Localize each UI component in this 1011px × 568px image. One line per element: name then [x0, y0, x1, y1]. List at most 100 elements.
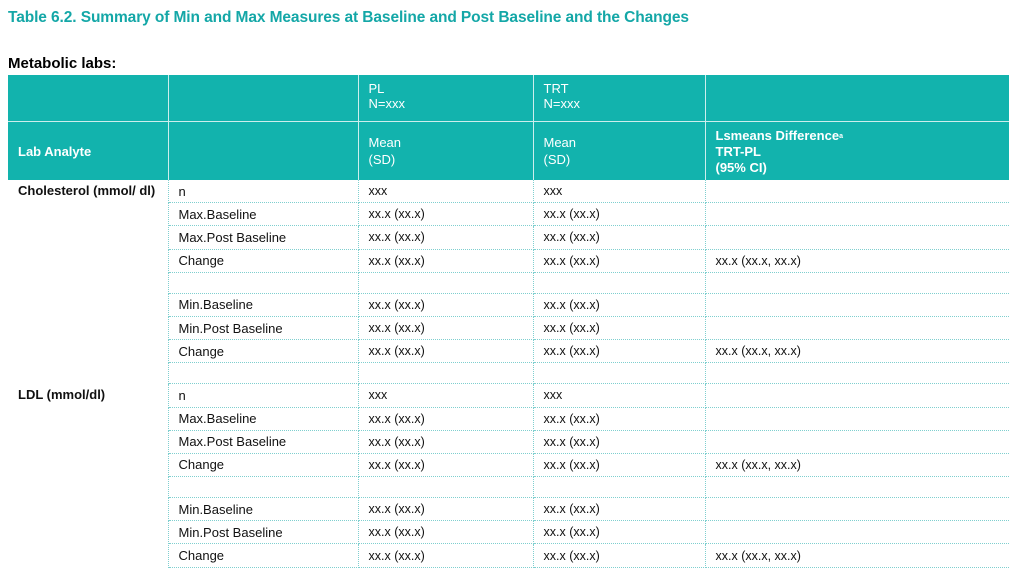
trt-value-cell: xx.x (xx.x) — [533, 202, 706, 227]
measure-label-cell: Max.Baseline — [168, 202, 359, 227]
measure-label-cell: Change — [168, 249, 359, 273]
pl-value-cell: xx.x (xx.x) — [358, 316, 534, 341]
lsmeans-diff-cell — [705, 225, 1009, 250]
lsmeans-diff-cell — [705, 272, 1009, 294]
header-lsm-line1: Lsmeans Differencea — [716, 128, 1000, 144]
pl-value-cell: xx.x (xx.x) — [358, 497, 534, 522]
header-pl-mean: Mean (SD) — [357, 121, 533, 180]
measure-label-cell: n — [168, 383, 359, 408]
trt-value-cell: xxx — [533, 180, 706, 204]
lsmeans-diff-cell — [705, 293, 1009, 317]
measure-label-cell: Change — [168, 453, 359, 478]
header-trt-label: TRT — [543, 81, 569, 96]
trt-value-cell: xx.x (xx.x) — [533, 543, 706, 568]
lsmeans-diff-cell — [705, 497, 1009, 522]
header-lsmeans-difference: Lsmeans Differencea TRT-PL (95% CI) — [704, 121, 1009, 180]
trt-value-cell: xx.x (xx.x) — [533, 520, 706, 545]
measure-label-cell: n — [168, 180, 359, 204]
trt-value-cell: xx.x (xx.x) — [533, 293, 706, 317]
trt-value-cell: xx.x (xx.x) — [533, 225, 706, 250]
table-row: Change xx.x (xx.x) xx.x (xx.x) xx.x (xx.x, … — [8, 339, 1009, 364]
table-row — [8, 362, 1009, 385]
lsmeans-diff-cell — [705, 430, 1009, 454]
table-row — [8, 272, 1009, 294]
header-sd-label: (SD) — [543, 152, 571, 167]
lsmeans-diff-cell: xx.x (xx.x, xx.x) — [705, 339, 1009, 364]
section-subtitle: Metabolic labs: — [8, 55, 117, 72]
header-blank-4 — [167, 121, 358, 180]
lsmeans-diff-cell — [705, 316, 1009, 341]
lsmeans-diff-cell — [705, 180, 1009, 204]
header-lsm-line2: TRT-PL — [715, 144, 762, 159]
table-row: Max.Baseline xx.x (xx.x) xx.x (xx.x) — [8, 202, 1009, 227]
header-trt: TRT N=xxx — [532, 75, 705, 122]
measure-label-cell: Min.Post Baseline — [168, 520, 359, 545]
lsmeans-diff-cell — [705, 476, 1009, 499]
pl-value-cell: xx.x (xx.x) — [358, 225, 534, 250]
trt-value-cell — [533, 362, 706, 385]
table-row: Min.Baseline xx.x (xx.x) xx.x (xx.x) — [8, 497, 1009, 522]
header-pl-n: N=xxx — [368, 96, 405, 111]
table-row: Max.Baseline xx.x (xx.x) xx.x (xx.x) — [8, 407, 1009, 431]
table-row: Min.Post Baseline xx.x (xx.x) xx.x (xx.x) — [8, 316, 1009, 341]
header-pl-label: PL — [368, 81, 385, 96]
table-header: PL N=xxx TRT N=xxx Lab Analyte Mean (SD)… — [8, 75, 1009, 180]
pl-value-cell: xx.x (xx.x) — [358, 520, 534, 545]
pl-value-cell: xx.x (xx.x) — [358, 430, 534, 454]
measure-label-cell: Change — [168, 543, 359, 568]
header-pl: PL N=xxx — [357, 75, 533, 122]
table-row: Min.Post Baseline xx.x (xx.x) xx.x (xx.x) — [8, 520, 1009, 545]
header-blank-3 — [704, 75, 1009, 122]
trt-value-cell: xx.x (xx.x) — [533, 453, 706, 478]
table-row: Min.Baseline xx.x (xx.x) xx.x (xx.x) — [8, 293, 1009, 317]
trt-value-cell — [533, 272, 706, 294]
header-mean-label: Mean — [368, 135, 402, 150]
measure-label-cell — [168, 476, 359, 499]
pl-value-cell: xx.x (xx.x) — [358, 407, 534, 431]
trt-value-cell: xxx — [533, 383, 706, 408]
measure-label-cell: Change — [168, 339, 359, 364]
table-row: Change xx.x (xx.x) xx.x (xx.x) xx.x (xx.x, … — [8, 453, 1009, 478]
pl-value-cell — [358, 362, 534, 385]
measure-label-cell: Max.Post Baseline — [168, 225, 359, 250]
measure-label-cell: Min.Baseline — [168, 497, 359, 522]
lsmeans-diff-cell — [705, 362, 1009, 385]
header-blank-2 — [167, 75, 358, 122]
measure-label-cell: Min.Post Baseline — [168, 316, 359, 341]
table-row: Cholesterol (mmol/ dl) n xxx xxx — [8, 180, 1009, 384]
pl-value-cell: xx.x (xx.x) — [358, 202, 534, 227]
header-lsm-text: Lsmeans Difference — [715, 128, 840, 143]
lsmeans-diff-cell — [705, 407, 1009, 431]
table-row: Max.Post Baseline xx.x (xx.x) xx.x (xx.x) — [8, 225, 1009, 250]
lsmeans-diff-cell — [705, 383, 1009, 408]
header-blank-1 — [8, 75, 168, 122]
measure-label-cell: Max.Post Baseline — [168, 430, 359, 454]
footnote-marker: a — [839, 133, 843, 140]
lab-analyte-cell: LDL (mmol/dl) — [8, 383, 169, 568]
lsmeans-diff-cell — [705, 202, 1009, 227]
pl-value-cell: xxx — [358, 180, 534, 204]
table-title: Table 6.2. Summary of Min and Max Measur… — [8, 9, 689, 26]
pl-value-cell — [358, 476, 534, 499]
pl-value-cell: xx.x (xx.x) — [358, 453, 534, 478]
pl-value-cell: xxx — [358, 383, 534, 408]
table-row: LDL (mmol/dl) n xxx xxx — [8, 383, 1009, 568]
header-trt-mean: Mean (SD) — [532, 121, 705, 180]
trt-value-cell: xx.x (xx.x) — [533, 249, 706, 273]
header-sd-label: (SD) — [368, 152, 396, 167]
header-lab-analyte: Lab Analyte — [8, 121, 168, 180]
lsmeans-diff-cell: xx.x (xx.x, xx.x) — [705, 249, 1009, 273]
table-row: Change xx.x (xx.x) xx.x (xx.x) xx.x (xx.x, … — [8, 249, 1009, 273]
pl-value-cell: xx.x (xx.x) — [358, 293, 534, 317]
summary-table: PL N=xxx TRT N=xxx Lab Analyte Mean (SD)… — [8, 75, 1009, 568]
lsmeans-diff-cell: xx.x (xx.x, xx.x) — [705, 543, 1009, 568]
header-lsm-line3: (95% CI) — [715, 160, 767, 175]
trt-value-cell: xx.x (xx.x) — [533, 497, 706, 522]
table-row: Max.Post Baseline xx.x (xx.x) xx.x (xx.x) — [8, 430, 1009, 454]
trt-value-cell: xx.x (xx.x) — [533, 407, 706, 431]
measure-label-cell: Min.Baseline — [168, 293, 359, 317]
pl-value-cell: xx.x (xx.x) — [358, 543, 534, 568]
measure-label-cell: Max.Baseline — [168, 407, 359, 431]
header-trt-n: N=xxx — [543, 96, 580, 111]
trt-value-cell: xx.x (xx.x) — [533, 430, 706, 454]
